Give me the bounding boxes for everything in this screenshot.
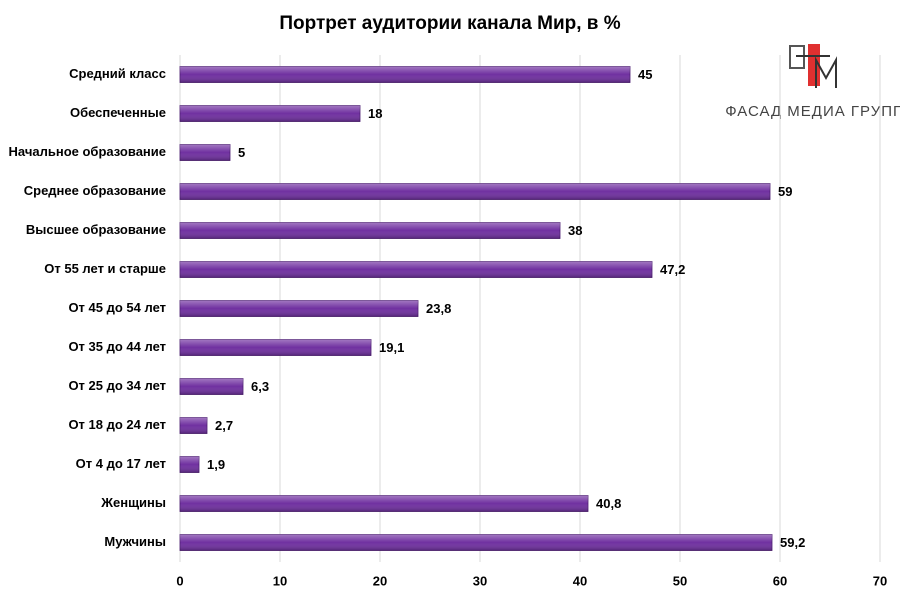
y-tick-label: От 45 до 54 лет <box>68 300 166 315</box>
y-tick-label: Мужчины <box>104 534 166 549</box>
x-tick-label: 60 <box>773 573 787 588</box>
data-label: 2,7 <box>215 418 233 433</box>
y-tick-label: Высшее образование <box>26 222 166 237</box>
bar <box>179 300 419 317</box>
data-label: 6,3 <box>251 379 269 394</box>
bar <box>179 534 773 551</box>
y-tick-label: От 4 до 17 лет <box>76 456 166 471</box>
bar <box>179 378 244 395</box>
data-label: 59,2 <box>780 535 805 550</box>
x-tick-label: 0 <box>176 573 183 588</box>
data-label: 5 <box>238 145 245 160</box>
x-tick-label: 50 <box>673 573 687 588</box>
y-tick-label: Среднее образование <box>24 183 166 198</box>
logo: ФАСАД МЕДИА ГРУПП <box>725 44 900 120</box>
x-tick-label: 40 <box>573 573 587 588</box>
bar <box>179 339 372 356</box>
x-tick-label: 30 <box>473 573 487 588</box>
y-tick-label: Обеспеченные <box>70 105 166 120</box>
data-label: 59 <box>778 184 792 199</box>
data-label: 45 <box>638 67 652 82</box>
x-tick-label: 10 <box>273 573 287 588</box>
y-tick-label: От 35 до 44 лет <box>68 339 166 354</box>
bar <box>179 261 653 278</box>
data-label: 40,8 <box>596 496 621 511</box>
bar <box>179 183 771 200</box>
data-label: 19,1 <box>379 340 404 355</box>
logo-mark <box>796 55 837 88</box>
y-tick-label: Женщины <box>100 495 166 510</box>
data-label: 23,8 <box>426 301 451 316</box>
y-tick-label: От 55 лет и старше <box>44 261 166 276</box>
x-tick-label: 70 <box>873 573 887 588</box>
data-label: 18 <box>368 106 382 121</box>
data-label: 38 <box>568 223 582 238</box>
data-label: 47,2 <box>660 262 685 277</box>
y-tick-label: От 18 до 24 лет <box>68 417 166 432</box>
bar <box>179 144 231 161</box>
y-tick-label: От 25 до 34 лет <box>68 378 166 393</box>
x-tick-label: 20 <box>373 573 387 588</box>
bar <box>179 495 589 512</box>
bar <box>179 66 631 83</box>
y-tick-label: Средний класс <box>69 66 166 81</box>
bar <box>179 105 361 122</box>
chart-title: Портрет аудитории канала Мир, в % <box>279 13 620 34</box>
bar <box>179 417 208 434</box>
logo-text: ФАСАД МЕДИА ГРУПП <box>725 103 900 120</box>
y-tick-label: Начальное образование <box>9 144 166 159</box>
bar <box>179 456 200 473</box>
bar <box>179 222 561 239</box>
data-label: 1,9 <box>207 457 225 472</box>
